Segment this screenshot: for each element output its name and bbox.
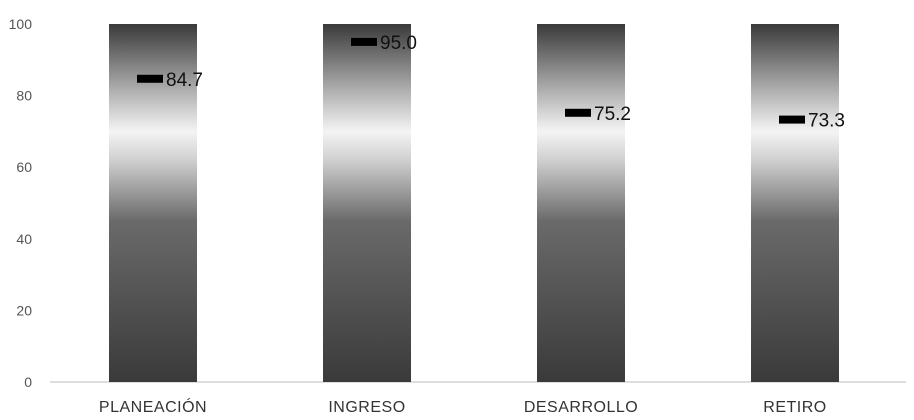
value-markers: 84.7 95.0 75.2 73.3 xyxy=(137,33,845,132)
y-tick-label: 40 xyxy=(16,231,32,247)
x-tick-label: INGRESO xyxy=(328,399,405,416)
data-label: 95.0 xyxy=(380,33,417,54)
bar xyxy=(751,24,839,382)
x-tick-label: PLANEACIÓN xyxy=(99,397,207,416)
y-tick-label: 60 xyxy=(16,159,32,175)
bars xyxy=(109,24,839,382)
data-label: 75.2 xyxy=(594,104,631,125)
data-label: 73.3 xyxy=(808,111,845,132)
x-axis-labels: PLANEACIÓN INGRESO DESARROLLO RETIRO xyxy=(99,397,826,416)
x-tick-label: DESARROLLO xyxy=(524,399,638,416)
y-tick-label: 20 xyxy=(16,302,32,318)
y-tick-label: 0 xyxy=(24,374,32,390)
x-tick-label: RETIRO xyxy=(763,399,826,416)
y-axis: 0 20 40 60 80 100 xyxy=(9,16,33,390)
value-marker xyxy=(779,115,805,124)
bar xyxy=(537,24,625,382)
bar xyxy=(323,24,411,382)
bar xyxy=(109,24,197,382)
y-tick-label: 80 xyxy=(16,88,32,104)
value-marker xyxy=(137,74,163,83)
value-marker xyxy=(565,108,591,117)
value-marker xyxy=(351,37,377,46)
data-label: 84.7 xyxy=(166,70,203,91)
y-tick-label: 100 xyxy=(9,16,33,32)
